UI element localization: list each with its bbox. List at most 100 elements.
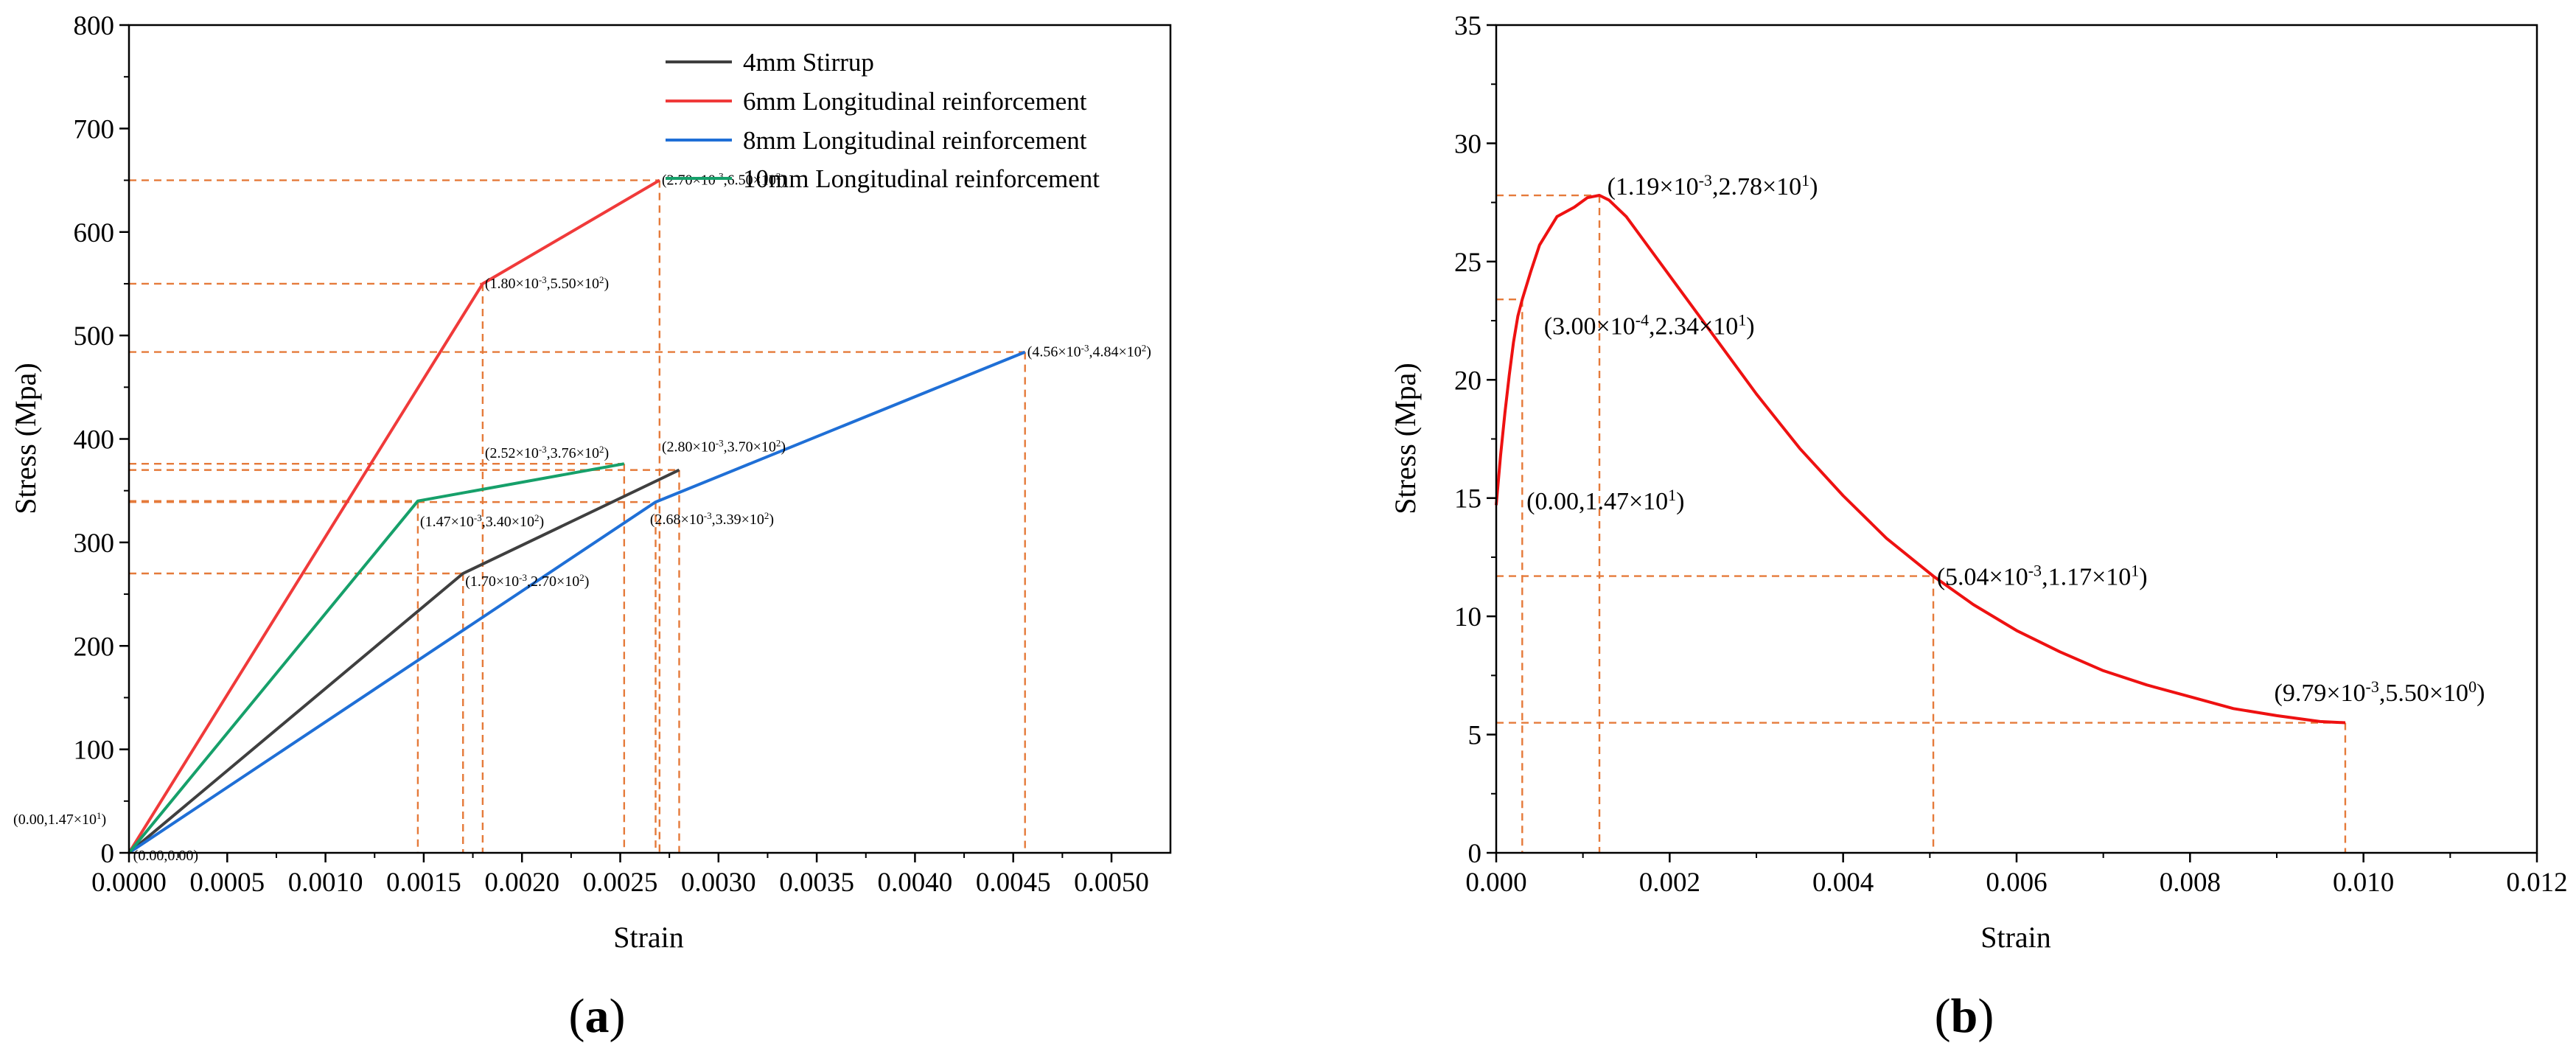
data-point-annotation: (5.04×10-3,1.17×101) <box>1937 561 2148 591</box>
annotation-text: ,3.76×10 <box>547 445 599 461</box>
annotation-text: ,4.84×10 <box>1089 344 1142 360</box>
x-tick-label: 0.004 <box>1812 868 1874 898</box>
panel-b-chart: 0.000 0.002 0.004 0.006 0.008 0.010 0.012 0510… <box>1389 11 2568 1043</box>
panel-b-y-axis-title: Stress (Mpa) <box>1389 363 1422 514</box>
data-point-annotation: (0.00,1.47×101) <box>13 810 106 828</box>
data-point-annotation: (1.47×10-3,3.40×102) <box>420 512 544 530</box>
annotation-text: ,6.50×10 <box>724 172 776 189</box>
series-line-8mm-longitudinal-reinforcement <box>128 350 1026 854</box>
annotation-text: ) <box>2139 564 2147 591</box>
series-line-6mm-longitudinal-reinforcement <box>128 178 660 854</box>
x-tick-label: 0.0005 <box>189 868 265 898</box>
annotation-text: ) <box>1746 313 1754 340</box>
panel-b-guide-lines <box>1496 194 2347 853</box>
annotation-text: (2.52×10 <box>485 445 539 461</box>
annotation-text: ) <box>781 439 786 456</box>
panel-a-x-axis: 0.0000 0.0005 0.0010 0.0015 0.0020 0.0025 0.00… <box>91 853 1149 898</box>
annotation-exponent: 2 <box>534 512 540 523</box>
y-tick-label: 500 <box>74 321 115 352</box>
annotation-exponent: -3 <box>519 572 527 583</box>
x-tick-label: 0.008 <box>2160 868 2221 898</box>
x-tick-label: 0.000 <box>1465 868 1526 898</box>
data-point-annotation: (0.00,1.47×101) <box>1526 485 1684 515</box>
data-point-annotation: (3.00×10-4,2.34×101) <box>1544 310 1755 341</box>
annotation-exponent: -3 <box>1081 342 1089 353</box>
panel-a-legend: 4mm Stirrup 6mm Longitudinal reinforcemen… <box>666 48 1100 193</box>
annotation-text: ) <box>769 512 774 528</box>
y-tick-label: 200 <box>74 632 115 662</box>
annotation-exponent: -3 <box>704 509 712 520</box>
annotation-text: (1.80×10 <box>485 276 539 292</box>
legend-label: 6mm Longitudinal reinforcement <box>743 87 1087 116</box>
y-tick-label: 25 <box>1454 248 1481 278</box>
annotation-text: ) <box>1809 173 1818 200</box>
annotation-text: ,3.40×10 <box>482 514 534 530</box>
panel-b-letter-text: b <box>1951 989 1978 1043</box>
legend-label: 4mm Stirrup <box>743 48 874 77</box>
panel-a-series <box>128 178 1026 854</box>
annotation-exponent: -3 <box>539 444 547 455</box>
annotation-exponent: 1 <box>2131 561 2139 579</box>
data-point-annotation: (2.70×10-3,6.50×102) <box>662 170 786 189</box>
x-tick-label: 0.0020 <box>484 868 559 898</box>
annotation-text: ) <box>584 573 590 590</box>
annotation-exponent: -3 <box>2028 561 2042 579</box>
y-tick-label: 30 <box>1454 129 1481 159</box>
annotation-text: (2.80×10 <box>662 439 716 456</box>
x-tick-label: 0.0035 <box>779 868 854 898</box>
data-point-annotation: (2.80×10-3,3.70×102) <box>662 437 786 456</box>
x-tick-label: 0.0025 <box>583 868 658 898</box>
x-tick-label: 0.002 <box>1639 868 1700 898</box>
annotation-text: (0.00,1.47×10 <box>13 812 97 828</box>
panel-b-annotations: (1.19×10-3,2.78×101) (3.00×10-4,2.34×101)… <box>1526 171 2485 707</box>
annotation-exponent: -3 <box>716 437 724 448</box>
data-point-annotation: (2.68×10-3,3.39×102) <box>650 509 774 528</box>
data-point-annotation: (1.19×10-3,2.78×101) <box>1608 171 1818 201</box>
annotation-exponent: -3 <box>1699 171 1712 189</box>
panel-b-series <box>1495 194 2346 725</box>
annotation-exponent: 2 <box>599 273 604 285</box>
panel-b-x-axis-title: Strain <box>1980 921 2051 954</box>
annotation-text: (3.00×10 <box>1544 313 1636 340</box>
y-tick-label: 300 <box>74 528 115 559</box>
annotation-exponent: 2 <box>776 170 781 181</box>
annotation-text: ) <box>604 276 609 292</box>
annotation-text: (1.70×10 <box>465 573 519 590</box>
annotation-exponent: -3 <box>539 273 547 285</box>
annotation-text: (4.56×10 <box>1027 344 1081 360</box>
legend-label: 10mm Longitudinal reinforcement <box>743 164 1100 193</box>
y-tick-label: 600 <box>74 218 115 248</box>
x-tick-label: 0.0015 <box>386 868 461 898</box>
annotation-exponent: 1 <box>1668 485 1676 503</box>
y-tick-label: 35 <box>1454 11 1481 41</box>
annotation-text: ,5.50×10 <box>547 276 599 292</box>
annotation-exponent: -4 <box>1636 310 1649 329</box>
x-tick-label: 0.0030 <box>681 868 756 898</box>
annotation-text: ) <box>2476 680 2485 707</box>
y-tick-label: 400 <box>74 425 115 456</box>
annotation-text: ,5.50×10 <box>2379 680 2468 707</box>
panel-a-letter-text: a <box>585 989 610 1043</box>
annotation-exponent: -3 <box>716 170 724 181</box>
y-tick-label: 15 <box>1454 484 1481 514</box>
x-tick-label: 0.012 <box>2506 868 2567 898</box>
data-point-annotation: (1.80×10-3,5.50×102) <box>485 273 609 292</box>
annotation-exponent: 1 <box>97 810 102 821</box>
panel-a-chart: 0.0000 0.0005 0.0010 0.0015 0.0020 0.0025 0.00… <box>9 11 1172 1043</box>
annotation-exponent: 1 <box>1801 171 1809 189</box>
annotation-exponent: 2 <box>764 509 769 520</box>
y-tick-label: 10 <box>1454 602 1481 632</box>
y-tick-label: 0 <box>1468 839 1482 869</box>
data-point-annotation: (0.00,0.00) <box>133 848 198 864</box>
annotation-exponent: 2 <box>776 437 781 448</box>
annotation-text: (2.68×10 <box>650 512 704 528</box>
legend-label: 8mm Longitudinal reinforcement <box>743 126 1087 155</box>
panel-b-letter: (b) <box>1935 989 1994 1043</box>
x-tick-label: 0.0010 <box>288 868 363 898</box>
annotation-text: (2.70×10 <box>662 172 716 189</box>
series-line-10mm-longitudinal-reinforcement <box>128 462 625 854</box>
panel-a-letter: (a) <box>569 989 626 1043</box>
y-tick-label: 0 <box>101 839 115 869</box>
y-tick-label: 5 <box>1468 721 1482 751</box>
